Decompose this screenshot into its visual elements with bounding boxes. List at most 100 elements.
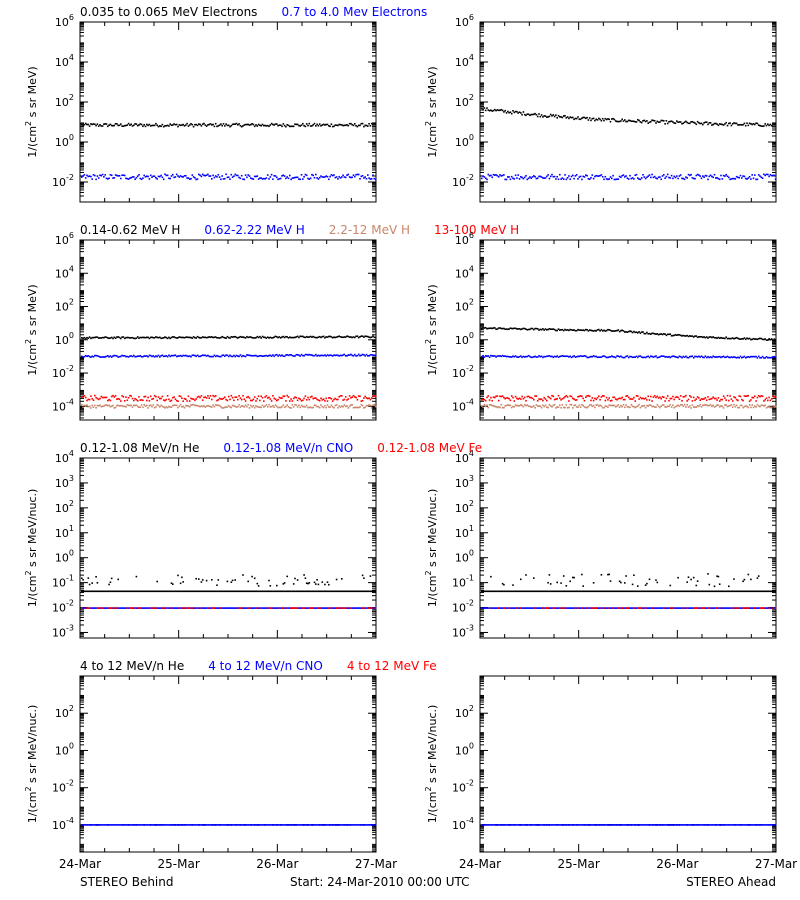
- data-point: [677, 177, 679, 180]
- data-point: [205, 397, 208, 399]
- data-point: [109, 590, 112, 593]
- data-point: [657, 590, 660, 593]
- data-point: [211, 178, 213, 180]
- data-point: [290, 407, 292, 409]
- data-point: [373, 395, 376, 397]
- data-point: [501, 406, 504, 409]
- data-point: [633, 590, 635, 593]
- data-point: [304, 336, 307, 339]
- data-point: [626, 355, 629, 357]
- data-point: [334, 607, 337, 609]
- data-point: [156, 355, 158, 358]
- data-point: [565, 585, 568, 587]
- data-point: [374, 178, 377, 181]
- data-point: [503, 583, 505, 586]
- y-tick-label: 10-4: [52, 397, 74, 413]
- data-point: [335, 176, 338, 178]
- data-point: [553, 590, 556, 593]
- data-point: [131, 355, 134, 358]
- data-point: [194, 354, 196, 357]
- data-point: [100, 395, 103, 398]
- data-point: [136, 355, 139, 357]
- data-point: [374, 336, 377, 339]
- data-point: [108, 177, 110, 180]
- data-point: [751, 123, 753, 126]
- data-point: [664, 607, 666, 609]
- data-point: [633, 178, 635, 180]
- data-point: [335, 590, 338, 593]
- data-point: [285, 354, 287, 356]
- data-point: [121, 336, 123, 338]
- data-point: [212, 123, 214, 126]
- data-point: [97, 405, 100, 407]
- data-point: [360, 335, 363, 337]
- data-point: [276, 336, 278, 338]
- data-point: [174, 123, 177, 126]
- data-point: [156, 580, 158, 583]
- data-point: [283, 355, 286, 358]
- data-point: [587, 356, 590, 359]
- data-point: [294, 176, 296, 179]
- data-point: [225, 607, 227, 609]
- data-point: [239, 124, 242, 127]
- data-point: [117, 590, 119, 593]
- data-point: [552, 395, 555, 398]
- data-point: [653, 333, 656, 335]
- data-point: [300, 590, 303, 593]
- data-point: [82, 406, 84, 409]
- data-point: [86, 399, 88, 402]
- data-point: [698, 607, 700, 609]
- data-point: [122, 336, 125, 338]
- data-point: [687, 173, 690, 176]
- data-point: [763, 125, 765, 127]
- data-point: [565, 404, 568, 406]
- data-point: [261, 123, 264, 126]
- data-point: [773, 123, 776, 126]
- data-point: [735, 336, 738, 339]
- data-point: [143, 174, 145, 177]
- data-point: [503, 174, 505, 176]
- series-2-2-12-mev-h: [81, 403, 377, 409]
- data-point: [146, 404, 148, 407]
- data-point: [224, 607, 226, 609]
- data-point: [355, 590, 357, 593]
- data-point: [172, 590, 174, 593]
- footer-center: Start: 24-Mar-2010 00:00 UTC: [290, 875, 470, 889]
- data-point: [663, 174, 665, 176]
- data-point: [548, 396, 551, 399]
- data-point: [491, 404, 493, 407]
- data-point: [221, 407, 223, 409]
- data-point: [136, 124, 139, 127]
- data-point: [483, 107, 486, 109]
- data-point: [685, 355, 687, 358]
- data-point: [239, 590, 242, 593]
- data-point: [672, 355, 674, 357]
- data-point: [308, 122, 311, 125]
- data-point: [562, 115, 565, 117]
- data-point: [290, 398, 292, 400]
- data-point: [642, 331, 644, 333]
- data-point: [510, 590, 513, 593]
- data-point: [326, 607, 329, 609]
- data-point: [214, 590, 217, 593]
- data-point: [203, 396, 205, 399]
- data-point: [273, 397, 275, 400]
- data-point: [196, 354, 199, 357]
- data-point: [308, 398, 311, 401]
- data-point: [651, 119, 653, 121]
- data-point: [642, 607, 644, 609]
- data-point: [200, 395, 203, 397]
- data-point: [134, 397, 136, 400]
- data-point: [312, 335, 314, 338]
- data-point: [190, 590, 192, 593]
- data-point: [186, 122, 188, 125]
- data-point: [720, 607, 722, 609]
- plot-frame: [79, 239, 377, 421]
- data-point: [253, 406, 256, 409]
- footer-right: STEREO Ahead: [686, 875, 776, 889]
- data-point: [370, 354, 373, 356]
- data-point: [491, 590, 493, 593]
- data-point: [190, 355, 192, 358]
- data-point: [743, 175, 746, 178]
